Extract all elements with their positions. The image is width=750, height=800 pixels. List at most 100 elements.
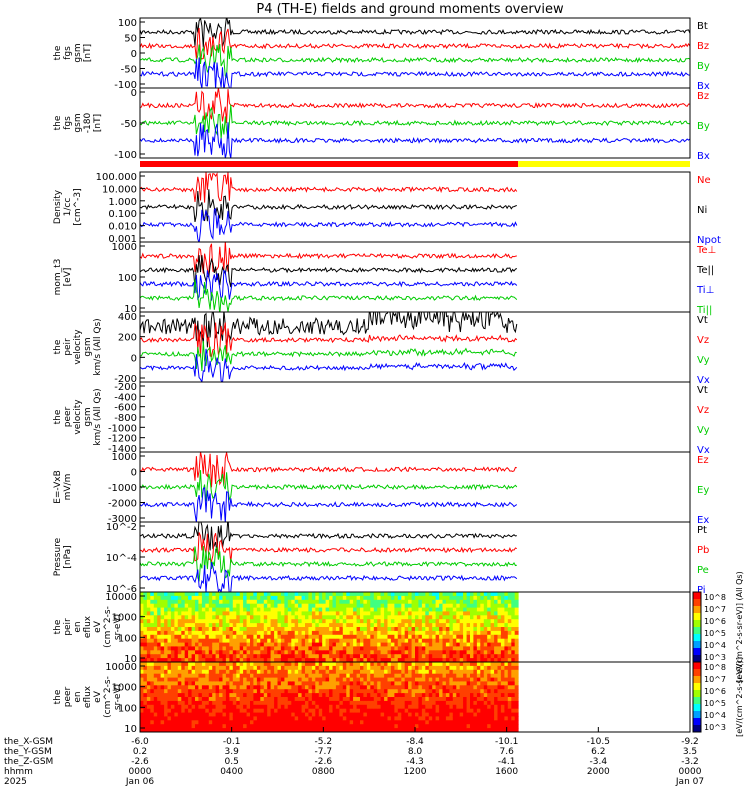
cell [401,619,406,624]
cell [507,599,512,605]
cell [201,720,206,725]
cell [225,724,230,729]
cell [146,720,151,725]
cell [356,627,361,632]
cell [140,623,144,628]
cell [349,638,354,644]
cell [487,627,492,632]
cell [408,638,412,644]
cell [373,646,378,651]
ylabel-line: peir [63,618,73,636]
cell [315,642,320,647]
cell [456,708,461,714]
cell [449,685,454,690]
cell [377,619,382,624]
cell [459,685,464,690]
cell [243,646,247,651]
cell [153,697,158,702]
cell [263,681,268,686]
cell [415,689,419,694]
cell [514,685,519,690]
cell [225,689,230,694]
cell [201,662,206,667]
cell [263,677,268,682]
cell [494,704,498,710]
cell [439,607,443,612]
cell [318,716,323,721]
cell [291,677,296,682]
legend-peir_vel-Vy: Vy [697,355,710,366]
cell [325,623,330,628]
cell [270,615,275,620]
cell [270,603,275,609]
cell [260,658,265,662]
cell [287,677,292,682]
cell [308,627,313,632]
cell [397,627,402,632]
cell [380,654,385,659]
cell [363,724,368,729]
cell [390,724,395,729]
cell [432,720,437,725]
cell [198,654,203,659]
cell [377,665,382,671]
cell [164,700,168,706]
cell [335,638,340,644]
cell [401,599,406,605]
cell [494,603,498,609]
cell [153,677,158,682]
cell [384,650,388,655]
cell [208,592,213,597]
cell [225,646,230,651]
cell [411,654,416,659]
cell [153,642,158,647]
cell [377,716,382,721]
colorbar-tick: 10^4 [704,711,726,720]
cell [170,681,175,686]
cell [490,619,495,624]
cell [253,650,258,655]
cell [507,595,512,601]
ytick-label: 1000 [112,452,137,463]
cell [483,662,488,667]
cell [514,673,519,679]
cell [511,689,516,694]
cell [143,611,148,616]
cell [253,638,258,644]
cell [164,728,168,732]
cell [164,619,168,624]
cell [222,646,227,651]
cell [184,611,189,616]
cell [497,595,502,601]
cell [143,619,148,624]
cell [308,712,313,717]
cell [274,603,278,609]
cell [250,654,254,659]
cell [363,627,368,632]
cell [511,642,516,647]
cell [212,627,217,632]
cell [239,638,244,644]
cell [177,697,182,702]
cell [494,599,498,605]
cell [425,603,430,609]
cell [470,728,474,732]
cell [305,697,309,702]
cell [274,720,278,725]
cell [198,716,203,721]
cell [225,654,230,659]
ytick-label: 10000 [105,662,137,673]
cell [384,662,388,667]
cell [494,728,498,732]
cell [198,607,203,612]
cell [404,595,409,601]
cell [390,720,395,725]
cell [195,693,199,698]
cell [208,700,213,706]
cell [463,700,467,706]
cell [504,724,509,729]
cell [425,595,430,601]
ytick-label: 10 [124,724,137,735]
cell [277,603,282,609]
cell [305,681,309,686]
